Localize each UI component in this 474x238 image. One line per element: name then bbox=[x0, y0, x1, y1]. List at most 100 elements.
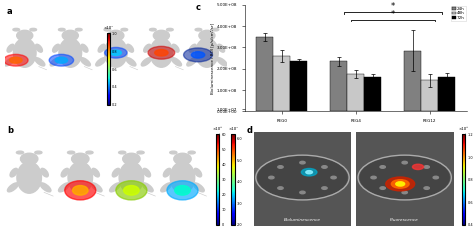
Ellipse shape bbox=[172, 44, 179, 52]
Ellipse shape bbox=[36, 44, 42, 52]
Ellipse shape bbox=[62, 30, 78, 41]
Ellipse shape bbox=[17, 162, 41, 193]
Ellipse shape bbox=[212, 28, 219, 31]
Bar bbox=[290, 61, 307, 111]
FancyArrowPatch shape bbox=[175, 66, 183, 70]
Ellipse shape bbox=[195, 28, 202, 31]
Ellipse shape bbox=[96, 58, 106, 66]
Circle shape bbox=[300, 191, 305, 194]
Text: *: * bbox=[391, 10, 395, 19]
Ellipse shape bbox=[53, 44, 60, 52]
Ellipse shape bbox=[170, 151, 177, 154]
Text: c: c bbox=[196, 3, 201, 12]
FancyArrowPatch shape bbox=[130, 66, 138, 70]
Ellipse shape bbox=[142, 183, 153, 192]
FancyArrowPatch shape bbox=[44, 192, 53, 196]
Ellipse shape bbox=[30, 28, 36, 31]
Ellipse shape bbox=[121, 28, 128, 31]
Bar bbox=[273, 56, 290, 111]
Ellipse shape bbox=[13, 28, 19, 31]
Circle shape bbox=[380, 166, 385, 168]
Ellipse shape bbox=[167, 181, 198, 200]
Ellipse shape bbox=[144, 44, 151, 52]
Text: b: b bbox=[7, 126, 13, 135]
Text: Control: Control bbox=[21, 127, 37, 131]
Ellipse shape bbox=[112, 168, 120, 177]
Text: sacrifice: sacrifice bbox=[160, 97, 177, 101]
Circle shape bbox=[258, 156, 347, 199]
Circle shape bbox=[386, 177, 415, 191]
FancyArrowPatch shape bbox=[84, 66, 92, 70]
Ellipse shape bbox=[116, 181, 147, 200]
Bar bbox=[421, 80, 438, 111]
Circle shape bbox=[360, 156, 449, 199]
Ellipse shape bbox=[172, 58, 182, 66]
Circle shape bbox=[55, 57, 68, 63]
Ellipse shape bbox=[75, 28, 82, 31]
Ellipse shape bbox=[166, 28, 173, 31]
Ellipse shape bbox=[143, 168, 151, 177]
Ellipse shape bbox=[137, 151, 144, 154]
Ellipse shape bbox=[141, 58, 151, 66]
Ellipse shape bbox=[41, 168, 48, 177]
Circle shape bbox=[278, 166, 283, 168]
FancyBboxPatch shape bbox=[356, 132, 454, 226]
Circle shape bbox=[105, 47, 127, 58]
FancyArrowPatch shape bbox=[221, 66, 229, 70]
Ellipse shape bbox=[187, 58, 197, 66]
Circle shape bbox=[402, 161, 407, 164]
Ellipse shape bbox=[91, 183, 102, 192]
Ellipse shape bbox=[193, 183, 204, 192]
Circle shape bbox=[380, 187, 385, 189]
Ellipse shape bbox=[73, 186, 88, 195]
Ellipse shape bbox=[40, 183, 51, 192]
Ellipse shape bbox=[189, 44, 196, 52]
Ellipse shape bbox=[67, 151, 75, 154]
Text: ×10⁷: ×10⁷ bbox=[103, 26, 113, 30]
Circle shape bbox=[306, 171, 312, 174]
Ellipse shape bbox=[17, 30, 33, 41]
Ellipse shape bbox=[194, 168, 201, 177]
Text: Bioluminescence: Bioluminescence bbox=[284, 218, 321, 222]
Ellipse shape bbox=[175, 186, 190, 195]
FancyArrowPatch shape bbox=[95, 192, 104, 196]
Ellipse shape bbox=[108, 30, 124, 41]
Ellipse shape bbox=[150, 28, 156, 31]
Circle shape bbox=[4, 54, 28, 66]
Circle shape bbox=[322, 187, 327, 189]
Ellipse shape bbox=[81, 58, 91, 66]
Ellipse shape bbox=[17, 151, 24, 154]
Ellipse shape bbox=[188, 151, 195, 154]
Ellipse shape bbox=[10, 168, 18, 177]
Ellipse shape bbox=[104, 28, 110, 31]
Text: ×10⁸: ×10⁸ bbox=[213, 127, 223, 131]
Ellipse shape bbox=[217, 58, 227, 66]
Bar bbox=[256, 37, 273, 111]
Ellipse shape bbox=[65, 181, 96, 200]
Ellipse shape bbox=[92, 168, 100, 177]
Ellipse shape bbox=[119, 162, 144, 193]
Circle shape bbox=[148, 46, 175, 59]
Circle shape bbox=[155, 50, 168, 56]
Ellipse shape bbox=[161, 183, 172, 192]
Ellipse shape bbox=[59, 38, 82, 67]
Bar bbox=[404, 51, 421, 111]
Ellipse shape bbox=[199, 30, 215, 41]
Legend: 24h, 48h, 72h: 24h, 48h, 72h bbox=[451, 6, 466, 21]
Ellipse shape bbox=[154, 30, 169, 41]
Text: *: * bbox=[391, 2, 395, 11]
Circle shape bbox=[433, 176, 438, 179]
Text: 24h: 24h bbox=[0, 173, 2, 182]
Ellipse shape bbox=[8, 183, 18, 192]
Text: Day 1: Day 1 bbox=[16, 97, 27, 101]
Ellipse shape bbox=[81, 44, 88, 52]
Text: Fluorescence: Fluorescence bbox=[390, 218, 419, 222]
Ellipse shape bbox=[5, 58, 15, 66]
Circle shape bbox=[322, 166, 327, 168]
Circle shape bbox=[412, 164, 424, 169]
Bar bbox=[347, 74, 365, 111]
Circle shape bbox=[110, 50, 121, 55]
Text: ×10⁷: ×10⁷ bbox=[228, 127, 238, 131]
Ellipse shape bbox=[86, 151, 93, 154]
Circle shape bbox=[9, 57, 22, 63]
